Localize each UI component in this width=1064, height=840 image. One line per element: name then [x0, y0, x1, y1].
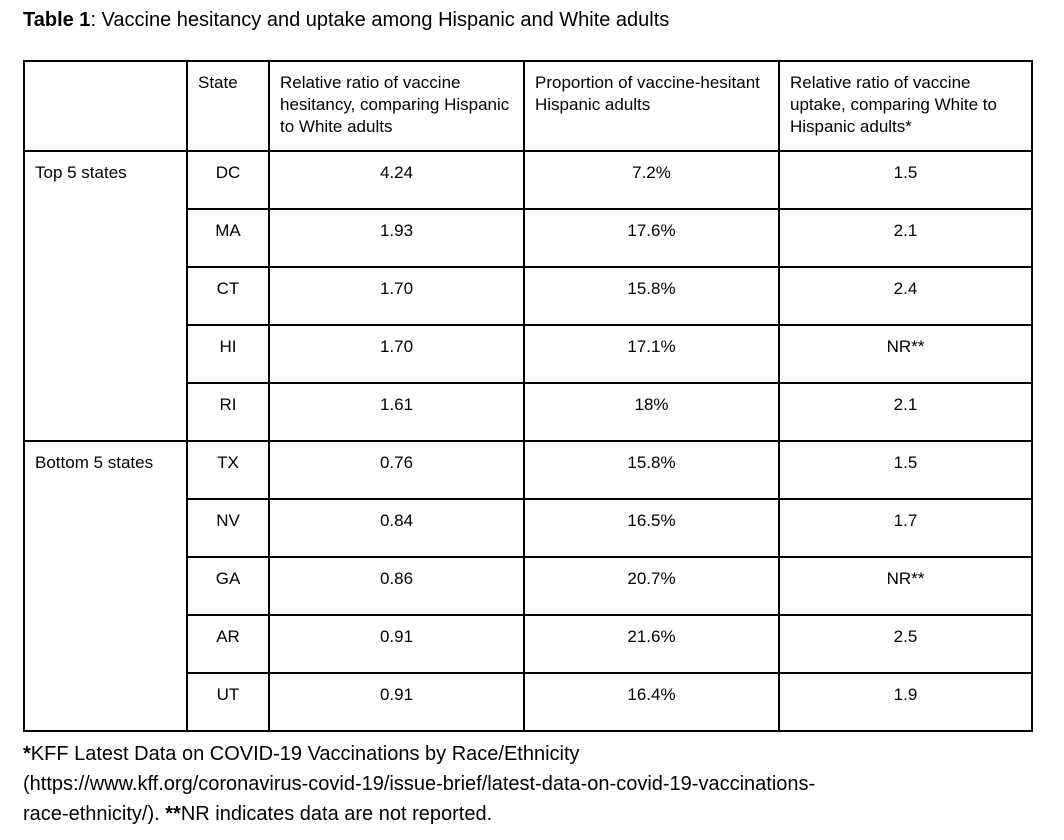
- state-cell: MA: [186, 208, 270, 268]
- group-label-top5: Top 5 states: [23, 150, 188, 442]
- hesitant-proportion-cell: 17.6%: [523, 208, 780, 268]
- footnote-asterisk: *: [23, 743, 31, 765]
- uptake-ratio-cell: 1.5: [778, 150, 1033, 210]
- uptake-ratio-cell: 2.5: [778, 614, 1033, 674]
- state-cell: TX: [186, 440, 270, 500]
- footnote-line-3: race-ethnicity/). **NR indicates data ar…: [23, 799, 1032, 829]
- hesitant-proportion-cell: 17.1%: [523, 324, 780, 384]
- header-hesitancy-ratio: Relative ratio of vaccine hesitancy, com…: [268, 60, 525, 152]
- state-cell: RI: [186, 382, 270, 442]
- table-row-ri: RI 1.61 18% 2.1: [24, 382, 1033, 442]
- uptake-ratio-cell: 2.4: [778, 266, 1033, 326]
- uptake-ratio-cell: NR**: [778, 324, 1033, 384]
- table-row-ga: GA 0.86 20.7% NR**: [24, 556, 1033, 616]
- footnote-line-1: *KFF Latest Data on COVID-19 Vaccination…: [23, 739, 1032, 769]
- hesitancy-ratio-cell: 0.76: [268, 440, 525, 500]
- uptake-ratio-cell: 1.5: [778, 440, 1033, 500]
- hesitancy-ratio-cell: 0.91: [268, 672, 525, 732]
- table-title-label: Table 1: [23, 9, 91, 31]
- table-row-ut: UT 0.91 16.4% 1.9: [24, 672, 1033, 732]
- table-row-tx: Bottom 5 states TX 0.76 15.8% 1.5: [23, 440, 1033, 732]
- table-header-row: State Relative ratio of vaccine hesitanc…: [23, 60, 1033, 152]
- table-row-ar: AR 0.91 21.6% 2.5: [24, 614, 1033, 674]
- header-uptake-ratio: Relative ratio of vaccine uptake, compar…: [778, 60, 1033, 152]
- header-group-empty: [23, 60, 188, 152]
- table-row-dc: Top 5 states DC 4.24 7.2% 1.5: [23, 150, 1033, 442]
- hesitancy-ratio-cell: 0.91: [268, 614, 525, 674]
- footnote-double-asterisk: **: [165, 803, 181, 825]
- footnote-url-tail-text: race-ethnicity/).: [23, 803, 166, 825]
- hesitancy-ratio-cell: 0.84: [268, 498, 525, 558]
- table-title-text: : Vaccine hesitancy and uptake among His…: [90, 9, 670, 31]
- state-cell: AR: [186, 614, 270, 674]
- table-row-ma: MA 1.93 17.6% 2.1: [24, 208, 1033, 268]
- hesitant-proportion-cell: 15.8%: [523, 440, 780, 500]
- group-label-bottom5: Bottom 5 states: [23, 440, 188, 732]
- uptake-ratio-cell: NR**: [778, 556, 1033, 616]
- table-row-hi: HI 1.70 17.1% NR**: [24, 324, 1033, 384]
- hesitancy-ratio-cell: 1.70: [268, 266, 525, 326]
- hesitancy-ratio-cell: 1.70: [268, 324, 525, 384]
- state-cell: CT: [186, 266, 270, 326]
- header-hesitant-proportion: Proportion of vaccine-hesitant Hispanic …: [523, 60, 780, 152]
- footnote-nr-text: NR indicates data are not reported.: [180, 803, 493, 825]
- state-cell: DC: [186, 150, 270, 210]
- table-title: Table 1: Vaccine hesitancy and uptake am…: [23, 8, 1032, 32]
- footnote-line-2: (https://www.kff.org/coronavirus-covid-1…: [23, 769, 1032, 799]
- uptake-ratio-cell: 2.1: [778, 208, 1033, 268]
- table-row-ct: CT 1.70 15.8% 2.4: [24, 266, 1033, 326]
- header-state: State: [186, 60, 270, 152]
- state-cell: GA: [186, 556, 270, 616]
- hesitant-proportion-cell: 20.7%: [523, 556, 780, 616]
- table-row-nv: NV 0.84 16.5% 1.7: [24, 498, 1033, 558]
- state-cell: NV: [186, 498, 270, 558]
- hesitant-proportion-cell: 16.4%: [523, 672, 780, 732]
- vaccine-hesitancy-table: State Relative ratio of vaccine hesitanc…: [23, 60, 1033, 732]
- hesitant-proportion-cell: 18%: [523, 382, 780, 442]
- state-cell: HI: [186, 324, 270, 384]
- hesitant-proportion-cell: 16.5%: [523, 498, 780, 558]
- hesitancy-ratio-cell: 1.93: [268, 208, 525, 268]
- hesitant-proportion-cell: 15.8%: [523, 266, 780, 326]
- footnote-url-text: (https://www.kff.org/coronavirus-covid-1…: [23, 773, 816, 795]
- uptake-ratio-cell: 2.1: [778, 382, 1033, 442]
- hesitancy-ratio-cell: 4.24: [268, 150, 525, 210]
- hesitant-proportion-cell: 21.6%: [523, 614, 780, 674]
- state-cell: UT: [186, 672, 270, 732]
- table-footnote: *KFF Latest Data on COVID-19 Vaccination…: [23, 739, 1032, 829]
- hesitancy-ratio-cell: 0.86: [268, 556, 525, 616]
- uptake-ratio-cell: 1.9: [778, 672, 1033, 732]
- footnote-source-text: KFF Latest Data on COVID-19 Vaccinations…: [30, 743, 580, 765]
- hesitant-proportion-cell: 7.2%: [523, 150, 780, 210]
- hesitancy-ratio-cell: 1.61: [268, 382, 525, 442]
- uptake-ratio-cell: 1.7: [778, 498, 1033, 558]
